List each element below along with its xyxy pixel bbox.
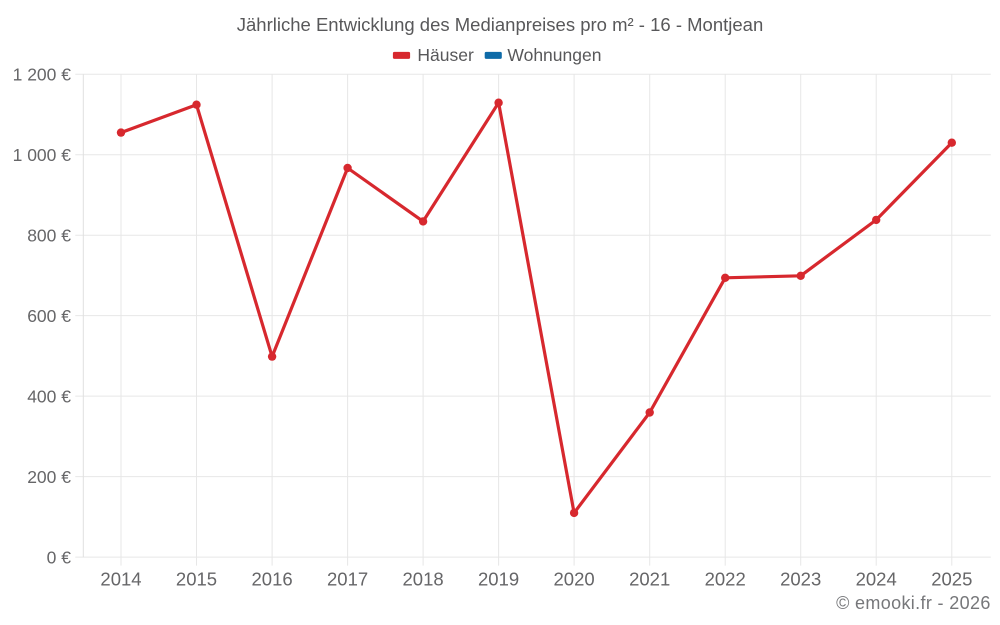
svg-text:1 000 €: 1 000 € <box>13 145 72 165</box>
svg-text:2016: 2016 <box>252 569 293 590</box>
svg-text:600 €: 600 € <box>27 306 71 326</box>
svg-text:2019: 2019 <box>478 569 519 590</box>
svg-text:2021: 2021 <box>629 569 670 590</box>
svg-text:2014: 2014 <box>100 569 141 590</box>
svg-text:800 €: 800 € <box>27 226 71 246</box>
svg-text:Jährliche Entwicklung des Medi: Jährliche Entwicklung des Medianpreises … <box>237 14 763 35</box>
svg-text:2015: 2015 <box>176 569 217 590</box>
svg-text:Häuser: Häuser <box>417 45 474 65</box>
svg-text:2025: 2025 <box>931 569 972 590</box>
svg-text:0 €: 0 € <box>47 548 72 568</box>
svg-text:2018: 2018 <box>403 569 444 590</box>
svg-text:200 €: 200 € <box>27 467 71 487</box>
svg-text:© emooki.fr - 2026: © emooki.fr - 2026 <box>836 593 991 613</box>
svg-text:2022: 2022 <box>705 569 746 590</box>
svg-text:Wohnungen: Wohnungen <box>507 45 601 65</box>
svg-text:2017: 2017 <box>327 569 368 590</box>
svg-text:2020: 2020 <box>554 569 595 590</box>
svg-text:400 €: 400 € <box>27 387 71 407</box>
svg-text:1 200 €: 1 200 € <box>13 65 72 85</box>
svg-text:2023: 2023 <box>780 569 821 590</box>
svg-text:2024: 2024 <box>856 569 897 590</box>
